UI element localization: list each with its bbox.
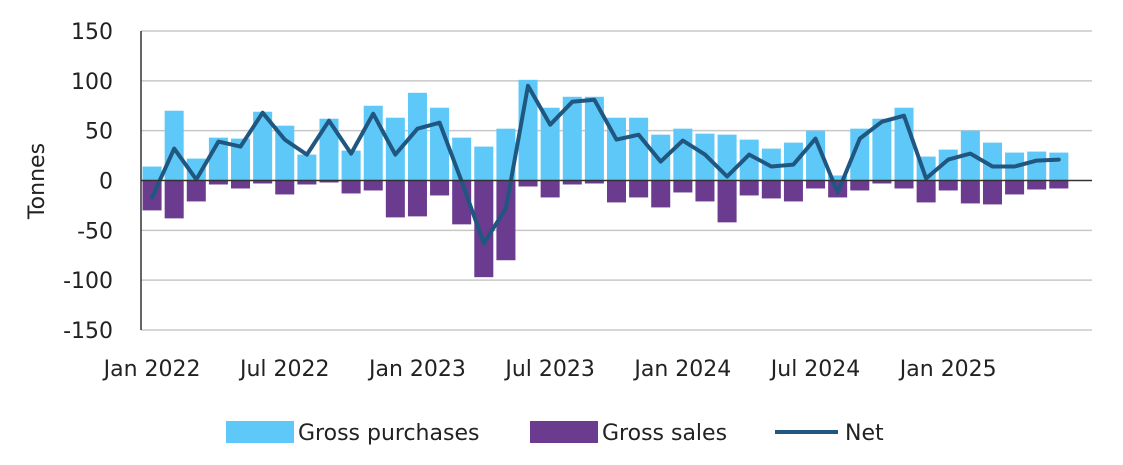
x-tick-label: Jul 2023 [503,357,595,382]
bar-gross-sales [916,180,936,203]
bar-gross-sales [761,180,781,199]
bar-gross-purchases [253,111,273,181]
x-tick-label: Jan 2022 [102,357,201,382]
y-tick-label: -150 [63,319,113,344]
legend-swatch-gross-purchases [226,421,294,443]
bar-gross-sales [319,180,339,183]
bar-gross-purchases [584,96,604,181]
bar-gross-purchases [319,118,339,181]
y-tick-label: 100 [71,70,113,95]
legend-label-net: Net [845,421,884,446]
bar-gross-sales [363,180,383,191]
bar-gross-purchases [629,117,649,181]
bar-gross-sales [518,180,538,187]
bar-gross-purchases [540,107,560,181]
x-tick-label: Jan 2025 [898,357,997,382]
bar-gross-purchases [717,134,737,181]
bar-gross-purchases [297,154,317,181]
bar-gross-sales [606,180,627,203]
bar-gross-sales [806,180,826,189]
bar-gross-sales [872,180,892,184]
bar-gross-purchases [231,138,251,181]
x-tick-label: Jul 2022 [238,357,330,382]
bar-gross-sales [496,180,516,261]
bar-gross-purchases [164,110,184,181]
y-tick-labels: 150 100 50 0 -50 -100 -150 [63,20,113,344]
bar-gross-sales [430,180,450,196]
net-line [150,83,1061,246]
bar-gross-sales [275,180,295,195]
bar-gross-purchases [739,139,759,181]
bar-gross-purchases [673,128,693,181]
bar-gross-purchases [496,128,516,181]
bar-gross-sales [253,180,273,184]
bar-gross-sales [894,180,914,189]
bar-gross-sales [1005,180,1025,195]
y-tick-label: -50 [77,219,113,244]
bar-gross-purchases [651,134,671,181]
bar-gross-sales [850,180,870,191]
legend-label-gross-purchases: Gross purchases [298,421,479,446]
bar-gross-sales [164,180,184,219]
bar-gross-sales [982,180,1002,205]
bar-gross-purchases [407,92,427,181]
bar-gross-sales [960,180,980,204]
bar-gross-purchases [275,125,295,181]
bar-gross-sales [297,180,317,185]
bar-gross-sales [385,180,405,218]
bar-gross-sales [938,180,958,191]
bar-gross-sales [474,180,494,278]
bar-gross-purchases [872,118,892,181]
bar-gross-purchases [850,128,870,181]
bar-gross-purchases [474,146,494,181]
bar-gross-sales [1027,180,1047,190]
net-line-layer [150,83,1061,246]
bar-gross-purchases [341,150,361,181]
bar-gross-purchases [1027,151,1047,181]
x-tick-label: Jan 2024 [632,357,731,382]
legend: Gross purchases Gross sales Net [226,421,884,446]
bar-gross-sales [231,180,251,189]
x-tick-labels: Jan 2022 Jul 2022 Jan 2023 Jul 2023 Jan 2024… [102,357,997,382]
bar-gross-sales [208,180,228,185]
bar-gross-sales [341,180,361,194]
bar-gross-sales [1049,180,1069,189]
bar-gross-sales [783,180,803,202]
legend-label-gross-sales: Gross sales [602,421,727,446]
bar-gross-sales [695,180,715,202]
bar-gross-sales [717,180,737,223]
y-axis-title: Tonnes [25,143,50,220]
y-tick-label: -100 [63,269,113,294]
bar-gross-sales [584,180,604,184]
bar-gross-sales [186,180,206,202]
bars [142,79,1069,278]
bar-gross-purchases [1049,152,1069,181]
bar-gross-sales [540,180,560,198]
bar-gross-sales [562,180,582,185]
y-tick-label: 0 [99,170,113,195]
bar-gross-sales [739,180,759,196]
bar-gross-sales [407,180,427,217]
bar-gross-purchases [142,166,162,181]
axes [140,31,1092,330]
bar-gross-purchases [982,142,1002,181]
bar-gross-sales [629,180,649,198]
x-tick-label: Jan 2023 [367,357,466,382]
bar-gross-purchases [562,96,582,181]
legend-swatch-gross-sales [530,421,598,443]
bar-gross-purchases [385,117,405,181]
bar-gross-purchases [828,175,848,181]
x-tick-label: Jul 2024 [769,357,861,382]
y-tick-label: 50 [85,120,113,145]
bar-gross-sales [651,180,671,208]
bar-gross-sales [673,180,693,193]
y-tick-label: 150 [71,20,113,45]
